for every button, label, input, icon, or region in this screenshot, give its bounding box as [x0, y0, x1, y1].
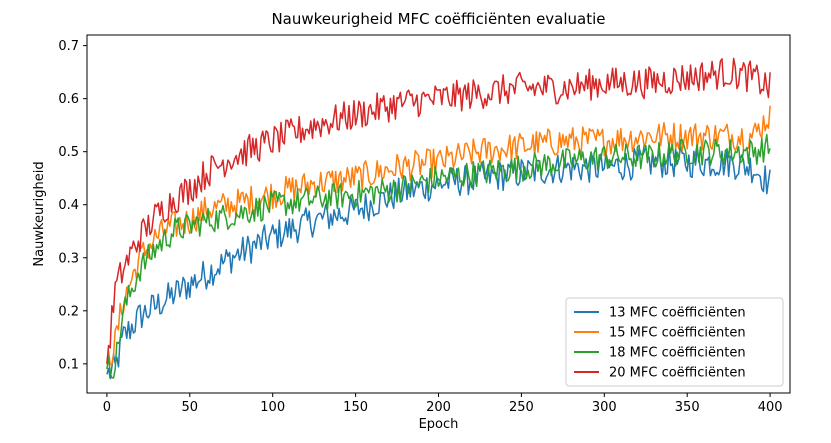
x-axis: 0 50 100 150 200 250 300 350 400 — [103, 393, 783, 415]
x-tick-label: 350 — [675, 400, 700, 415]
x-tick-label: 200 — [426, 400, 451, 415]
x-axis-label: Epoch — [419, 417, 459, 432]
x-tick-label: 100 — [260, 400, 285, 415]
y-tick-label: 0.3 — [58, 251, 79, 266]
y-axis: 0.1 0.2 0.3 0.4 0.5 0.6 0.7 — [58, 39, 87, 372]
series-layer — [106, 57, 771, 380]
legend-label: 15 MFC coëfficiënten — [609, 326, 746, 341]
legend-box — [565, 297, 784, 387]
chart-title: Nauwkeurigheid MFC coëfficiënten evaluat… — [271, 10, 605, 28]
x-tick-label: 150 — [343, 400, 368, 415]
y-axis-label: Nauwkeurigheid — [32, 161, 47, 266]
legend: 13 MFC coëfficiënten 15 MFC coëfficiënten… — [565, 297, 784, 387]
series-line-2 — [106, 133, 771, 379]
series-line-1 — [106, 105, 771, 366]
series-line-3 — [106, 57, 771, 364]
legend-label: 20 MFC coëfficiënten — [609, 366, 746, 381]
legend-label: 18 MFC coëfficiënten — [609, 346, 746, 361]
x-tick-label: 400 — [758, 400, 783, 415]
y-tick-label: 0.5 — [58, 145, 79, 160]
y-tick-label: 0.4 — [58, 198, 79, 213]
legend-label: 13 MFC coëfficiënten — [609, 306, 746, 321]
x-tick-label: 50 — [182, 400, 199, 415]
y-tick-label: 0.7 — [58, 39, 79, 54]
x-tick-label: 0 — [103, 400, 111, 415]
y-tick-label: 0.1 — [58, 357, 79, 372]
x-tick-label: 300 — [592, 400, 617, 415]
y-tick-label: 0.2 — [58, 304, 79, 319]
y-tick-label: 0.6 — [58, 92, 79, 107]
x-tick-label: 250 — [509, 400, 534, 415]
